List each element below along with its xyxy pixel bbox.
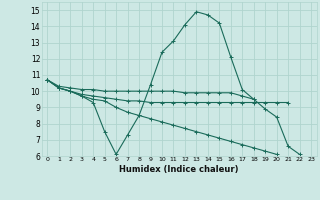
X-axis label: Humidex (Indice chaleur): Humidex (Indice chaleur) — [119, 165, 239, 174]
